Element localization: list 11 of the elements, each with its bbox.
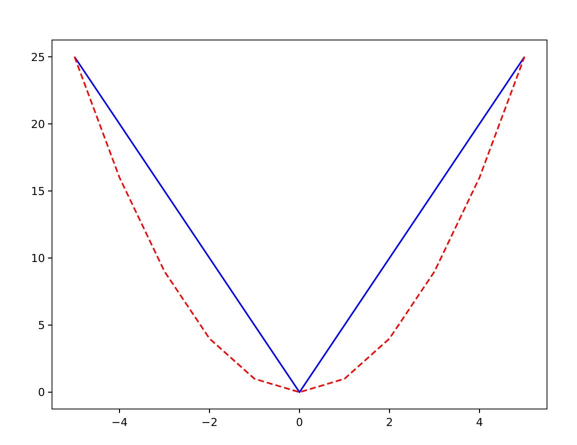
x-tick-label: 2	[386, 416, 393, 429]
y-tick-label: 20	[31, 118, 45, 131]
x-tick-label: −4	[111, 416, 128, 429]
x-tick-label: 0	[296, 416, 303, 429]
y-tick-label: 0	[38, 386, 45, 400]
y-tick-label: 15	[31, 184, 45, 198]
y-tick-label: 5	[38, 319, 45, 332]
x-tick-label: 4	[476, 416, 483, 429]
y-tick-label: 25	[31, 50, 45, 64]
x-tick-label: −2	[201, 416, 218, 429]
y-tick-label: 10	[31, 252, 45, 266]
